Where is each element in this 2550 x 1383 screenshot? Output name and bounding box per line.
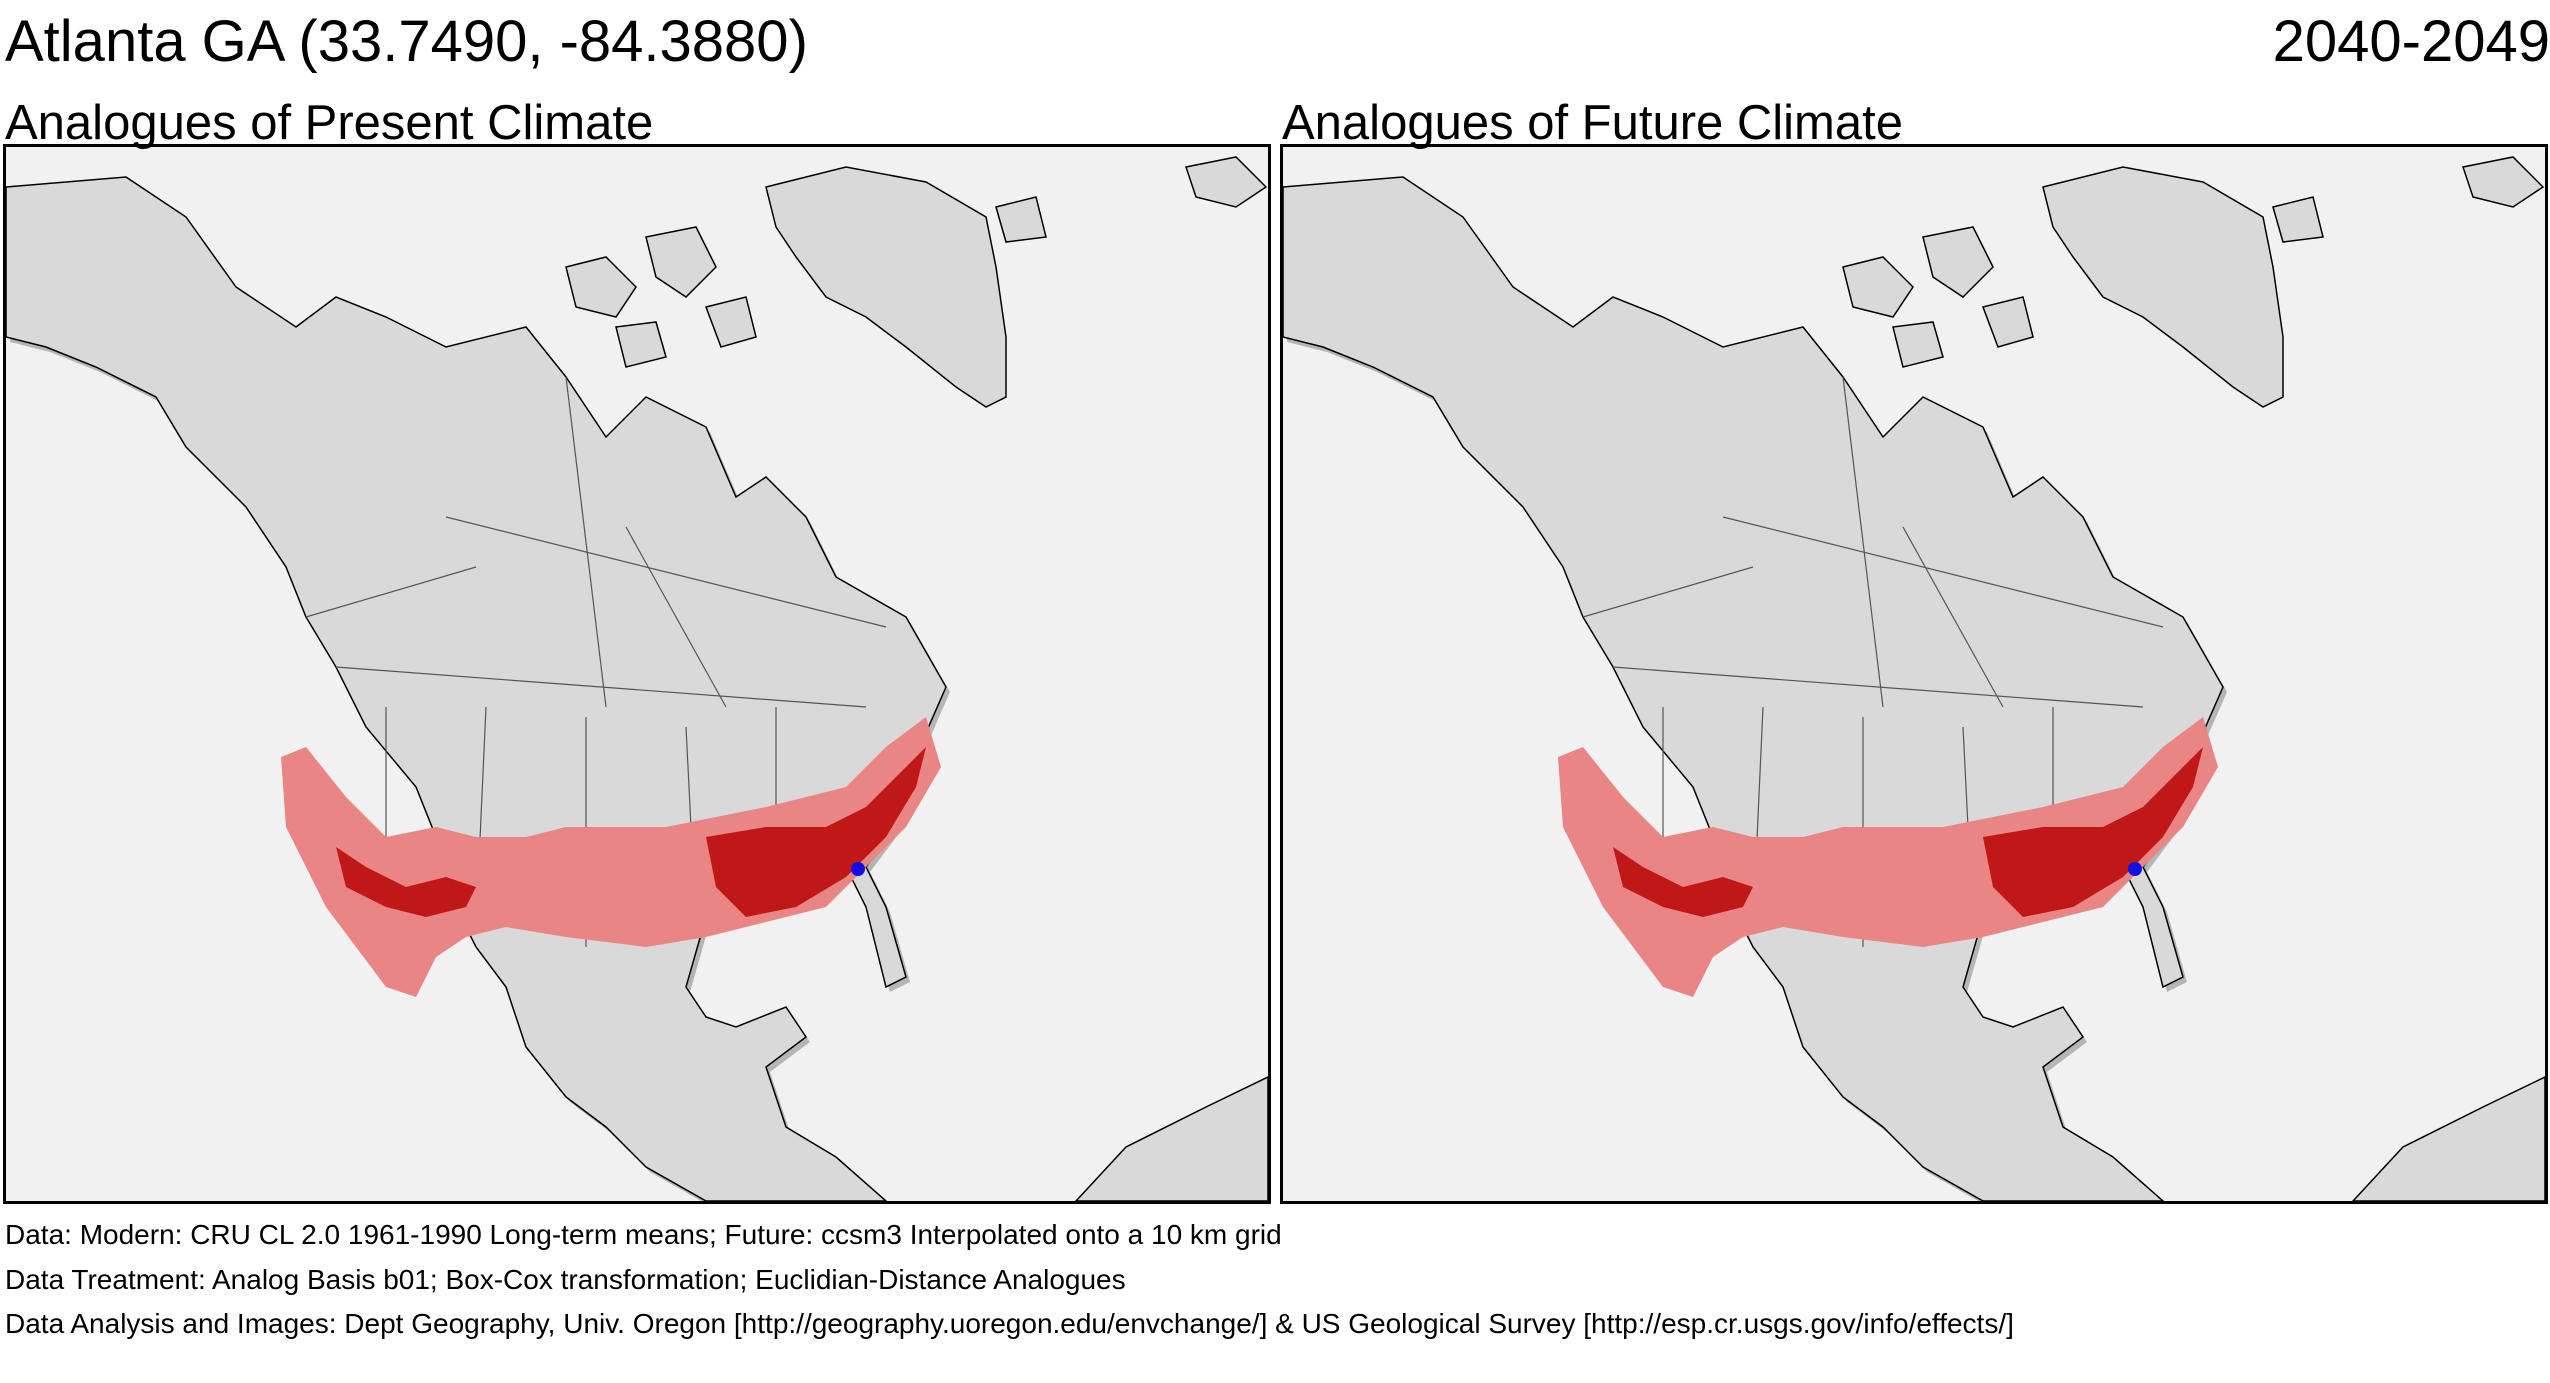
atlanta-site-marker [851,862,865,876]
arctic-islands [565,156,1268,1201]
island-outline [1922,226,1994,298]
footer-data-treatment: Data Treatment: Analog Basis b01; Box-Co… [5,1264,1126,1295]
island-outline [2462,156,2545,208]
island-outline [705,296,757,348]
analogue-light-zone [281,717,941,997]
island-outline [1892,321,1944,368]
island-outline [615,321,667,368]
greenland-outline [2042,166,2284,408]
future-climate-map [1280,144,2548,1204]
boundary-line [1582,566,1754,618]
boundary-line [1842,376,1884,708]
island-outline [645,226,717,298]
atlanta-site-marker [2128,862,2142,876]
arctic-islands [1842,156,2545,1201]
analogue-dark-zone [336,747,926,917]
future-panel-title: Analogues of Future Climate [1282,96,1903,150]
present-panel-title: Analogues of Present Climate [5,96,654,150]
greenland-outline [765,166,1007,408]
north-america-landmass [6,147,1268,1201]
boundary-line [335,666,867,708]
island-outline [2351,1076,2545,1201]
analogue-light-zone [1558,717,2218,997]
boundary-line [305,566,477,618]
island-outline [565,256,637,318]
island-outline [1842,256,1914,318]
map-svg [6,147,1268,1201]
present-climate-map [3,144,1271,1204]
boundary-line [1722,516,2164,628]
footer-data-analysis: Data Analysis and Images: Dept Geography… [5,1308,2014,1339]
map-svg [1283,147,2545,1201]
continent-outline [1283,176,2224,1201]
boundary-line [1612,666,2144,708]
boundary-line [625,526,727,708]
island-outline [1074,1076,1268,1201]
analogue-region [1558,717,2218,997]
boundary-line [565,376,607,708]
island-outline [2272,196,2324,243]
continent-outline [6,176,947,1201]
greenland-landmass [2042,166,2284,408]
period-label: 2040-2049 [2272,9,2550,74]
island-outline [1185,156,1268,208]
north-america-landmass [1283,147,2545,1201]
greenland-landmass [765,166,1007,408]
island-outline [1982,296,2034,348]
footer-data-source: Data: Modern: CRU CL 2.0 1961-1990 Long-… [5,1219,1282,1250]
boundary-line [1902,526,2004,708]
location-title: Atlanta GA (33.7490, -84.3880) [5,9,808,74]
analogue-dark-zone [1613,747,2203,917]
boundary-line [445,516,887,628]
island-outline [995,196,1047,243]
analogue-region [281,717,941,997]
